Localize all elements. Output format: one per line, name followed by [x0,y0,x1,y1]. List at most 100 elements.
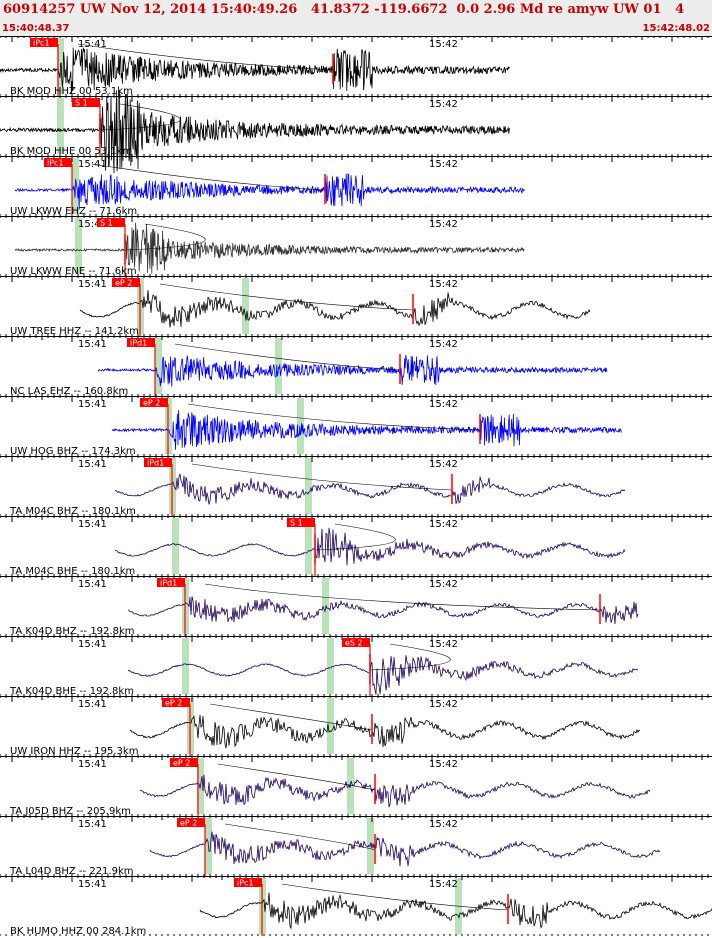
arrival-band [75,218,82,274]
waveform [139,774,651,808]
waveform [149,831,661,867]
station-label: TA L04D BHZ -- 221.9km [9,866,134,877]
minute-tick-label: 15:41 [78,459,107,470]
pick-flag[interactable] [234,878,262,887]
pick-flag[interactable] [287,518,315,527]
pick-label: S 1 [100,219,113,228]
trace-row: 15:41 15:42 eP 2 TA J05D BHZ -- 205.9km [0,756,712,817]
station-label: TA K04D BHZ -- 192.8km [9,626,134,637]
minute-tick-label: 15:41 [78,339,107,350]
travel-time-curve [99,103,181,131]
minute-tick-label: 15:42 [429,879,458,890]
pick-flag[interactable] [162,698,190,707]
station-label: UW HOG BHZ -- 174.3km [10,446,136,457]
pick-label: eP 2 [143,399,160,408]
pick-flag[interactable] [72,98,100,107]
minute-tick-label: 15:41 [78,279,107,290]
travel-time-curve [124,223,206,251]
waveform [114,473,626,505]
pick-label: iPc1 [33,39,50,48]
window-start-time: 15:40:48.37 [2,23,70,34]
station-label: TA J05D BHZ -- 205.9km [9,806,131,817]
travel-time-curve [187,403,481,431]
pick-label: iPc1 [47,159,64,168]
trace-row: 15:41 15:42 eP 2 UW IRON HHZ -- 195.3km [0,696,712,757]
station-label: NC LAS EHZ -- 160.8km [10,386,128,397]
travel-time-curve [209,703,373,731]
trace-row: 15:41 15:42 iPd1 TA M04C BHZ -- 180.1km [0,456,712,517]
travel-time-curve [174,343,401,371]
waveform [111,409,622,450]
pick-flag[interactable] [97,218,125,227]
travel-time-curve [369,643,451,671]
station-label: BK MOD HHZ 00 53.1km [10,86,133,97]
station-label: UW TREE HHZ -- 141.2km [10,326,139,337]
minute-tick-label: 15:41 [78,399,107,410]
pick-flag[interactable] [170,758,198,767]
pick-label: eP 2 [173,759,190,768]
window-end-time: 15:42:48.02 [642,23,710,34]
arrival-band [242,278,249,334]
trace-row: 15:41 15:42 iPc1 UW LKWW EHZ -- 71.6km [0,156,712,217]
pick-label: iPd1 [147,459,164,468]
minute-tick-label: 15:42 [429,459,458,470]
waveform [14,222,525,274]
minute-tick-label: 15:42 [429,219,458,230]
trace-row: 15:41 15:42 S 1 TA M04C BHE -- 180.1km [0,516,712,577]
pick-label: iPd1 [160,579,177,588]
travel-time-curve [204,583,601,611]
pick-flag[interactable] [140,398,168,407]
minute-tick-label: 15:42 [429,759,458,770]
arrival-band [155,338,162,394]
station-label: TA M04C BHE -- 180.1km [9,566,135,577]
trace-row: 15:41 15:42 iPc1 BK MOD HHZ 00 53.1km [0,36,712,97]
pick-label: iPd1 [130,339,147,348]
pick-label: iPc1 [237,879,254,888]
pick-label: eP 2 [165,699,182,708]
minute-tick-label: 15:41 [78,579,107,590]
minute-tick-label: 15:41 [78,219,107,230]
pick-flag[interactable] [44,158,72,167]
arrival-band [305,518,312,574]
pick-flag[interactable] [30,38,58,47]
arrival-band [305,458,312,514]
trace-row: 15:41 15:42 S 1 UW LKWW ENE -- 71.6km [0,216,712,277]
arrival-band [57,98,64,154]
pick-flag[interactable] [112,278,140,287]
waveform [199,892,712,930]
pick-flag[interactable] [127,338,155,347]
pick-label: eP 2 [180,819,197,828]
travel-time-curve [77,43,334,71]
seismogram-panel: 15:41 15:42 iPc1 BK MOD HHZ 00 53.1km 15:42 S… [0,36,712,937]
minute-tick-label: 15:42 [429,699,458,710]
waveform [97,354,608,387]
arrival-band [327,638,334,694]
minute-tick-label: 15:41 [78,39,107,50]
minute-tick-label: 15:42 [429,579,458,590]
waveform [127,596,639,625]
trace-row: 15:42 S 1 BK MOD HHE 00 53.1km [0,89,712,174]
minute-tick-label: 15:41 [78,879,107,890]
minute-tick-label: 15:42 [429,519,458,530]
travel-time-curve [224,823,376,851]
pick-flag[interactable] [177,818,205,827]
trace-row: 15:41 15:42 eP 2 UW HOG BHZ -- 174.3km [0,396,712,457]
pick-flag[interactable] [144,458,172,467]
waveform [114,527,626,566]
minute-tick-label: 15:41 [78,639,107,650]
trace-row: 15:41 15:42 iPc1 BK HUMO HHZ 00 284.1km [0,876,712,937]
trace-row: 15:41 15:42 iPd1 TA K04D BHZ -- 192.8km [0,576,712,637]
header-bar: 60914257 UW Nov 12, 2014 15:40:49.26 41.… [0,0,712,36]
pick-label: eS 2 [345,639,363,648]
pick-flag[interactable] [157,578,185,587]
minute-tick-label: 15:42 [429,339,458,350]
waveform [129,714,641,749]
pick-flag[interactable] [342,638,370,647]
travel-time-curve [91,163,326,191]
station-label: TA K04D BHE -- 192.8km [9,686,134,697]
waveform [79,290,591,328]
travel-time-curve [314,523,396,551]
station-label: UW LKWW ENE -- 71.6km [10,266,137,277]
pick-label: eP 2 [115,279,132,288]
trace-row: 15:41 15:42 iPd1 NC LAS EHZ -- 160.8km [0,336,712,397]
